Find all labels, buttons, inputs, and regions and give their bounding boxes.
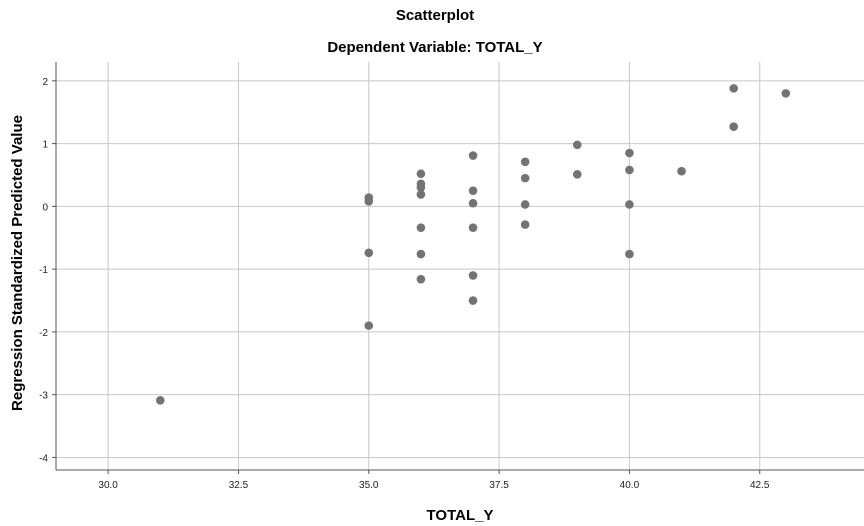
scatter-point xyxy=(572,140,582,150)
y-axis-title: Regression Standardized Predicted Value xyxy=(9,115,26,411)
scatter-point xyxy=(572,170,582,179)
scatter-point xyxy=(468,223,478,233)
axes xyxy=(55,62,864,471)
scatter-point xyxy=(625,200,634,209)
scatter-point xyxy=(625,249,634,259)
scatter-point xyxy=(364,248,374,258)
scatter-point xyxy=(520,220,530,229)
x-tick-label: 35.0 xyxy=(359,480,379,491)
x-tick-label: 30.0 xyxy=(98,480,118,491)
scatter-point xyxy=(781,89,791,98)
grid-lines xyxy=(56,62,864,470)
x-tick-label: 37.5 xyxy=(489,480,509,491)
scatter-point xyxy=(364,321,374,330)
y-tick-label: -3 xyxy=(39,391,48,402)
scatter-point xyxy=(677,166,686,176)
y-tick-label: 1 xyxy=(42,140,48,151)
scatter-point xyxy=(468,186,478,195)
scatter-point xyxy=(520,173,530,183)
scatter-point xyxy=(468,271,478,280)
scatter-point xyxy=(155,396,165,405)
scatter-point xyxy=(729,84,738,93)
y-tick-label: -4 xyxy=(39,453,48,464)
scatter-point xyxy=(468,198,478,208)
y-tick-label: 0 xyxy=(42,202,48,213)
data-points xyxy=(155,84,791,405)
x-tick-label: 42.5 xyxy=(750,480,770,491)
y-tick-label: -1 xyxy=(39,265,48,276)
scatter-point xyxy=(416,249,426,259)
scatter-point xyxy=(416,274,426,284)
y-axis-ticks: 2 1 0 -1 -2 -3 -4 xyxy=(39,77,56,464)
y-tick-label: -2 xyxy=(39,328,48,339)
scatter-point xyxy=(416,169,426,179)
scatter-point xyxy=(625,148,634,158)
scatter-point xyxy=(416,223,426,233)
x-axis-ticks: 30.0 32.5 35.0 37.5 40.0 42.5 xyxy=(98,470,770,491)
x-tick-label: 32.5 xyxy=(229,480,249,491)
chart-title: Scatterplot xyxy=(396,7,474,24)
chart-subtitle: Dependent Variable: TOTAL_Y xyxy=(327,39,542,56)
scatter-point xyxy=(468,151,478,160)
x-axis-title: TOTAL_Y xyxy=(427,507,494,524)
scatter-point xyxy=(416,183,426,192)
scatter-point xyxy=(625,165,634,175)
y-tick-label: 2 xyxy=(42,77,48,88)
scatter-point xyxy=(468,296,478,305)
scatter-point xyxy=(416,190,426,199)
scatter-point xyxy=(364,197,374,206)
scatter-point xyxy=(520,200,530,209)
x-tick-label: 40.0 xyxy=(620,480,640,491)
scatter-point xyxy=(729,122,738,131)
scatter-point xyxy=(520,157,530,167)
